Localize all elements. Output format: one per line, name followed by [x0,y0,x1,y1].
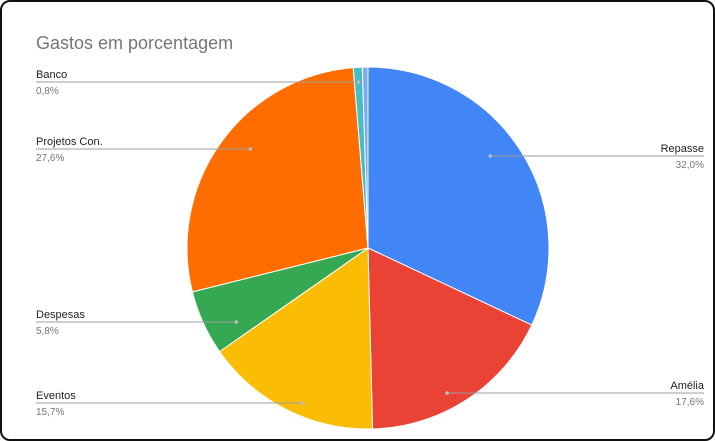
pie-slice-am-lia [367,247,533,430]
pie-slice-eventos [218,247,374,430]
slice-percentage: 17,6% [676,397,704,408]
chart-title: Gastos em porcentagem [36,33,234,53]
slice-label: Banco [36,69,67,81]
slice-label: Repasse [661,143,704,155]
label-anchor-dot [248,147,253,151]
slice-percentage: 27,6% [36,153,64,164]
slice-percentage: 5,8% [36,326,59,337]
pie-slice-unlabeled [361,66,369,249]
slice-percentage: 15,7% [36,407,64,418]
pie-slice-projetos-con [186,67,369,293]
label-anchor-dot [234,320,239,324]
slice-percentage: 32,0% [676,160,704,171]
label-anchor-dot [445,391,449,395]
slice-percentage: 0,8% [36,86,59,97]
pie-slice-repasse [367,66,550,326]
slice-label: Eventos [36,390,76,402]
label-anchor-dot [300,401,305,405]
label-anchor-dot [488,154,493,158]
label-anchor-dot [356,80,361,84]
slice-label: Projetos Con. [36,136,103,148]
slice-label: Despesas [36,309,85,321]
slice-label: Amélia [670,380,705,392]
